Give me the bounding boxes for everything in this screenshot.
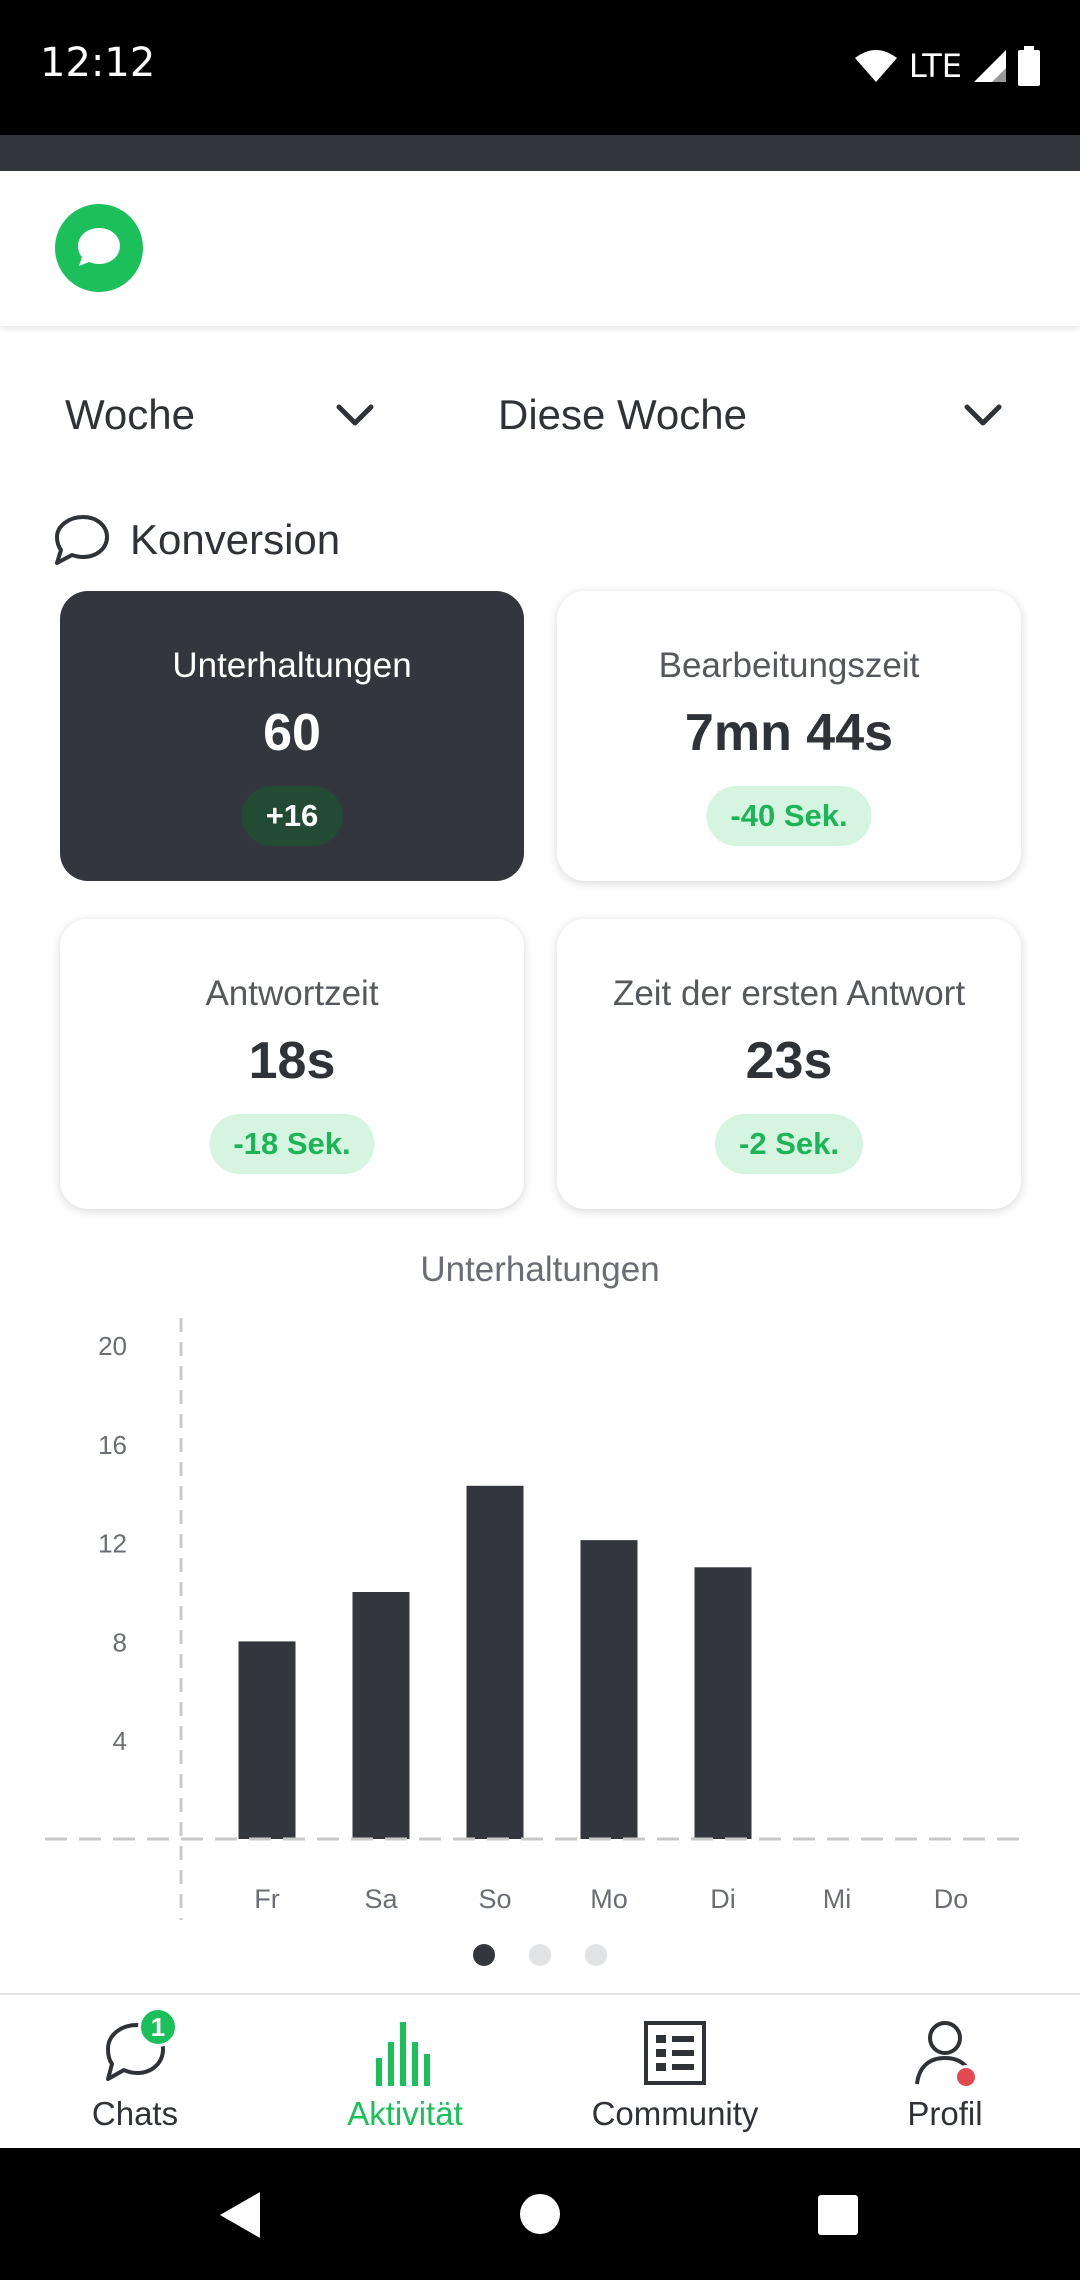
- x-tick-label: Sa: [364, 1884, 398, 1914]
- bar-fr: [238, 1641, 296, 1839]
- bar-chart-icon: [376, 2022, 430, 2086]
- wifi-icon: [854, 50, 897, 82]
- filter-bar: Woche Diese Woche: [0, 370, 1080, 460]
- nav-icon-wrap: 1: [90, 2007, 180, 2093]
- home-icon[interactable]: [519, 2193, 561, 2235]
- nav-icon-wrap: [900, 2013, 990, 2093]
- list-board-icon: [644, 2021, 706, 2085]
- range-select-value: Diese Woche: [498, 391, 748, 438]
- range-select[interactable]: Diese Woche: [498, 370, 1003, 460]
- nav-item-chats[interactable]: 1 Chats: [0, 1995, 270, 2150]
- app-logo[interactable]: [55, 204, 143, 292]
- x-tick-label: Mi: [823, 1884, 852, 1914]
- nav-item-activity[interactable]: Aktivität: [270, 1995, 540, 2150]
- pager-dot[interactable]: [529, 1944, 551, 1966]
- section-header: Konversion: [50, 510, 340, 570]
- network-type: LTE: [908, 47, 962, 85]
- bar-mo: [580, 1540, 638, 1839]
- battery-icon: [1018, 46, 1040, 86]
- metric-card-conversations[interactable]: Unterhaltungen 60 +16: [60, 591, 524, 881]
- card-delta-badge: -2 Sek.: [715, 1114, 863, 1174]
- x-tick-label: Mo: [590, 1884, 628, 1914]
- x-tick-label: So: [478, 1884, 511, 1914]
- signal-icon: [974, 50, 1006, 82]
- card-title: Unterhaltungen: [172, 646, 412, 685]
- card-delta-badge: +16: [241, 786, 343, 846]
- speech-bubble-icon: [55, 515, 109, 565]
- card-value: 7mn 44s: [684, 704, 894, 762]
- card-title: Antwortzeit: [205, 974, 379, 1013]
- chevron-down-icon: [964, 404, 1002, 426]
- nav-label: Profil: [907, 2095, 983, 2132]
- status-time: 12:12: [40, 40, 156, 86]
- y-tick-label: 4: [113, 1726, 127, 1756]
- pager-dot[interactable]: [473, 1944, 495, 1966]
- card-delta-badge: -18 Sek.: [209, 1114, 375, 1174]
- chat-bubble-logo-icon: [78, 228, 120, 266]
- status-bar: 12:12 LTE: [0, 0, 1080, 135]
- card-value: 60: [263, 704, 321, 762]
- chart-title: Unterhaltungen: [420, 1250, 660, 1289]
- status-icons: LTE: [853, 44, 1040, 88]
- system-navigation-bar: [0, 2148, 1080, 2280]
- bar-so: [466, 1485, 524, 1839]
- metric-card-handling-time[interactable]: Bearbeitungszeit 7mn 44s -40 Sek.: [557, 591, 1021, 881]
- chevron-down-icon: [336, 404, 374, 426]
- x-tick-label: Fr: [254, 1884, 279, 1914]
- bottom-navigation: 1 Chats Aktivität Community: [0, 1993, 1080, 2148]
- card-title: Bearbeitungszeit: [658, 646, 920, 685]
- bar-di: [694, 1567, 752, 1839]
- x-tick-label: Do: [934, 1884, 969, 1914]
- back-icon[interactable]: [218, 2190, 262, 2240]
- metric-card-response-time[interactable]: Antwortzeit 18s -18 Sek.: [60, 919, 524, 1209]
- section-title: Konversion: [130, 516, 341, 563]
- unread-badge: 1: [138, 2007, 178, 2047]
- chat-bubble-icon: [106, 2023, 165, 2081]
- nav-item-profile[interactable]: Profil: [810, 1995, 1080, 2150]
- metric-card-first-response-time[interactable]: Zeit der ersten Antwort 23s -2 Sek.: [557, 919, 1021, 1209]
- nav-label: Aktivität: [347, 2095, 463, 2132]
- x-tick-label: Di: [710, 1884, 736, 1914]
- pager-dot[interactable]: [585, 1944, 607, 1966]
- pager-dots: [0, 1944, 1080, 1966]
- card-value: 23s: [745, 1032, 833, 1090]
- nav-icon-wrap: [360, 2013, 450, 2093]
- y-tick-label: 16: [98, 1430, 127, 1460]
- nav-item-community[interactable]: Community: [540, 1995, 810, 2150]
- y-tick-label: 12: [98, 1529, 127, 1559]
- card-delta-badge: -40 Sek.: [706, 786, 872, 846]
- card-title: Zeit der ersten Antwort: [612, 974, 966, 1013]
- recents-icon[interactable]: [818, 2195, 858, 2235]
- bar-sa: [352, 1592, 410, 1839]
- nav-label: Community: [591, 2095, 759, 2132]
- header: [0, 171, 1080, 326]
- app-bar-strip: [0, 135, 1080, 171]
- y-tick-label: 20: [98, 1331, 127, 1361]
- nav-label: Chats: [91, 2095, 179, 2132]
- y-tick-label: 8: [113, 1627, 127, 1657]
- period-select[interactable]: Woche: [65, 370, 375, 460]
- card-value: 18s: [248, 1032, 336, 1090]
- period-select-value: Woche: [65, 391, 195, 438]
- notification-dot: [954, 2065, 978, 2089]
- nav-icon-wrap: [630, 2013, 720, 2093]
- bar-chart: 4 8 12 16 20 Fr Sa So Mo Di Mi Do: [45, 1318, 1030, 1920]
